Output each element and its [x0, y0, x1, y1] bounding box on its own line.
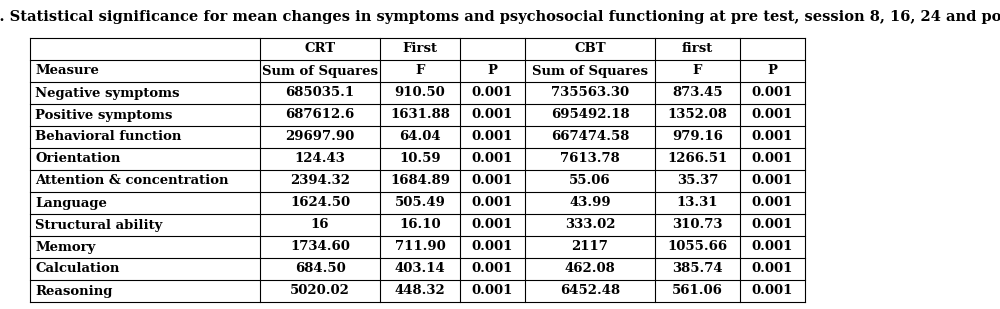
Text: 0.001: 0.001 — [752, 218, 793, 231]
Text: 124.43: 124.43 — [295, 153, 345, 166]
Text: 385.74: 385.74 — [672, 263, 723, 276]
Text: 735563.30: 735563.30 — [551, 87, 629, 99]
Text: 0.001: 0.001 — [752, 153, 793, 166]
Text: 910.50: 910.50 — [395, 87, 445, 99]
Text: Measure: Measure — [35, 65, 99, 78]
Text: 403.14: 403.14 — [395, 263, 445, 276]
Text: 310.73: 310.73 — [672, 218, 723, 231]
Text: 1734.60: 1734.60 — [290, 240, 350, 253]
Text: 7613.78: 7613.78 — [560, 153, 620, 166]
Text: CBT: CBT — [574, 43, 606, 56]
Text: 685035.1: 685035.1 — [285, 87, 355, 99]
Text: 0.001: 0.001 — [752, 240, 793, 253]
Text: Language: Language — [35, 197, 107, 210]
Text: 2394.32: 2394.32 — [290, 175, 350, 188]
Text: Table 2. Statistical significance for mean changes in symptoms and psychosocial : Table 2. Statistical significance for me… — [0, 10, 1000, 24]
Text: 505.49: 505.49 — [395, 197, 445, 210]
Text: 29697.90: 29697.90 — [285, 130, 355, 143]
Text: 0.001: 0.001 — [472, 263, 513, 276]
Text: First: First — [402, 43, 438, 56]
Text: Sum of Squares: Sum of Squares — [262, 65, 378, 78]
Text: 1352.08: 1352.08 — [668, 108, 727, 121]
Text: Sum of Squares: Sum of Squares — [532, 65, 648, 78]
Text: 13.31: 13.31 — [677, 197, 718, 210]
Text: Attention & concentration: Attention & concentration — [35, 175, 228, 188]
Text: 979.16: 979.16 — [672, 130, 723, 143]
Text: 0.001: 0.001 — [752, 130, 793, 143]
Text: F: F — [693, 65, 702, 78]
Text: 5020.02: 5020.02 — [290, 285, 350, 298]
Text: 0.001: 0.001 — [752, 197, 793, 210]
Text: 462.08: 462.08 — [565, 263, 615, 276]
Text: 0.001: 0.001 — [472, 153, 513, 166]
Text: 0.001: 0.001 — [472, 87, 513, 99]
Text: 684.50: 684.50 — [295, 263, 345, 276]
Text: 0.001: 0.001 — [752, 87, 793, 99]
Text: 55.06: 55.06 — [569, 175, 611, 188]
Text: first: first — [682, 43, 713, 56]
Text: Behavioral function: Behavioral function — [35, 130, 181, 143]
Text: 333.02: 333.02 — [565, 218, 615, 231]
Text: 0.001: 0.001 — [472, 240, 513, 253]
Text: 561.06: 561.06 — [672, 285, 723, 298]
Text: 16: 16 — [311, 218, 329, 231]
Text: 2117: 2117 — [572, 240, 608, 253]
Text: Calculation: Calculation — [35, 263, 119, 276]
Text: 0.001: 0.001 — [472, 108, 513, 121]
Text: 667474.58: 667474.58 — [551, 130, 629, 143]
Text: 1684.89: 1684.89 — [390, 175, 450, 188]
Text: Orientation: Orientation — [35, 153, 120, 166]
Text: 35.37: 35.37 — [677, 175, 718, 188]
Text: 695492.18: 695492.18 — [551, 108, 629, 121]
Text: 0.001: 0.001 — [752, 263, 793, 276]
Text: P: P — [488, 65, 498, 78]
Text: 43.99: 43.99 — [569, 197, 611, 210]
Text: 1631.88: 1631.88 — [390, 108, 450, 121]
Text: 1624.50: 1624.50 — [290, 197, 350, 210]
Text: 0.001: 0.001 — [472, 130, 513, 143]
Text: P: P — [768, 65, 778, 78]
Text: 873.45: 873.45 — [672, 87, 723, 99]
Text: Memory: Memory — [35, 240, 95, 253]
Text: 0.001: 0.001 — [752, 108, 793, 121]
Text: 0.001: 0.001 — [472, 218, 513, 231]
Text: 16.10: 16.10 — [399, 218, 441, 231]
Text: 0.001: 0.001 — [752, 175, 793, 188]
Text: CRT: CRT — [304, 43, 336, 56]
Text: 0.001: 0.001 — [472, 285, 513, 298]
Text: 448.32: 448.32 — [395, 285, 445, 298]
Text: Positive symptoms: Positive symptoms — [35, 108, 172, 121]
Text: 10.59: 10.59 — [399, 153, 441, 166]
Text: 6452.48: 6452.48 — [560, 285, 620, 298]
Text: 0.001: 0.001 — [472, 175, 513, 188]
Text: 711.90: 711.90 — [395, 240, 445, 253]
Text: 0.001: 0.001 — [752, 285, 793, 298]
Text: 64.04: 64.04 — [399, 130, 441, 143]
Text: Negative symptoms: Negative symptoms — [35, 87, 180, 99]
Text: 687612.6: 687612.6 — [285, 108, 355, 121]
Text: 1055.66: 1055.66 — [667, 240, 728, 253]
Text: F: F — [415, 65, 425, 78]
Text: 1266.51: 1266.51 — [667, 153, 728, 166]
Text: 0.001: 0.001 — [472, 197, 513, 210]
Text: Reasoning: Reasoning — [35, 285, 112, 298]
Text: Structural ability: Structural ability — [35, 218, 162, 231]
